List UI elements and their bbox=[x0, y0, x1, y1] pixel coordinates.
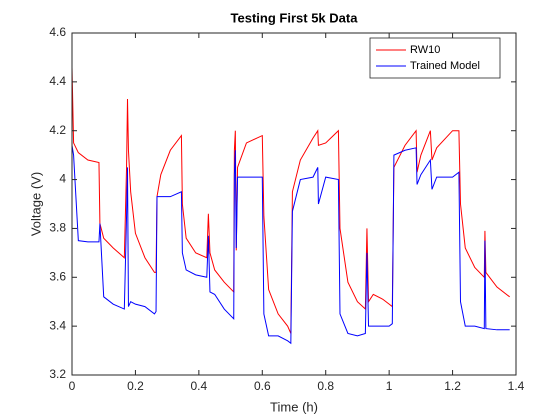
x-tick-label: 0.2 bbox=[127, 379, 144, 393]
x-tick-label: 0 bbox=[69, 379, 76, 393]
y-tick-label: 4.4 bbox=[49, 74, 66, 88]
y-tick-label: 3.6 bbox=[49, 269, 66, 283]
y-tick-label: 3.4 bbox=[49, 318, 66, 332]
series-line bbox=[71, 145, 510, 345]
y-tick-label: 3.8 bbox=[49, 221, 66, 235]
y-tick-label: 4.6 bbox=[49, 25, 66, 39]
x-tick-label: 1.2 bbox=[444, 379, 461, 393]
legend-label: RW10 bbox=[410, 44, 440, 56]
x-tick-label: 1.4 bbox=[508, 379, 525, 393]
x-tick-label: 1 bbox=[386, 379, 393, 393]
series-line bbox=[71, 67, 510, 334]
x-axis-label: Time (h) bbox=[270, 399, 318, 414]
chart-title: Testing First 5k Data bbox=[231, 10, 359, 25]
legend-box bbox=[369, 37, 501, 79]
x-tick-label: 0.6 bbox=[254, 379, 271, 393]
y-tick-label: 4 bbox=[59, 172, 66, 186]
x-tick-label: 0.4 bbox=[191, 379, 208, 393]
y-axis-label: Voltage (V) bbox=[28, 172, 43, 236]
y-tick-label: 4.2 bbox=[49, 123, 66, 137]
x-tick-label: 0.8 bbox=[317, 379, 334, 393]
y-tick-label: 3.2 bbox=[49, 367, 66, 381]
legend-label: Trained Model bbox=[410, 60, 480, 72]
axes-box bbox=[71, 32, 517, 376]
